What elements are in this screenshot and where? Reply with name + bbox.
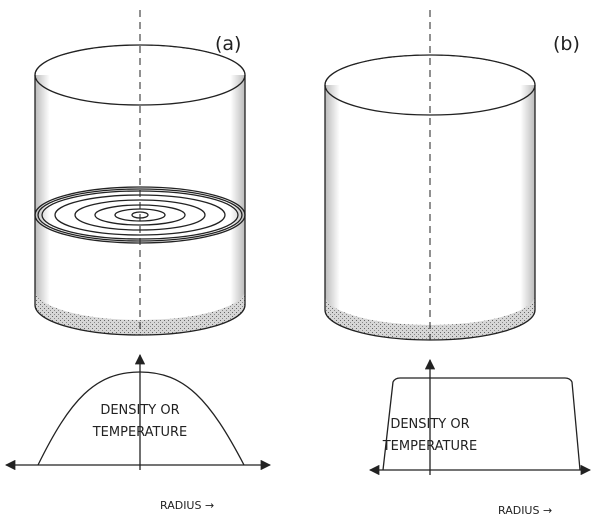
axis-label: RADIUS → — [498, 504, 552, 517]
panel-label: (a) — [215, 33, 241, 55]
panel-a: (a) DENSITY OR TEMPERATURE RADIUS → — [6, 10, 270, 512]
axis-label: RADIUS → — [160, 499, 214, 512]
profile-curve — [38, 372, 244, 465]
profile-label: TEMPERATURE — [382, 439, 478, 454]
panel-label: (b) — [553, 33, 580, 55]
diagram: (a) DENSITY OR TEMPERATURE RADIUS → (b) … — [0, 0, 594, 520]
profile-label: TEMPERATURE — [92, 425, 188, 440]
profile-label: DENSITY OR — [100, 403, 179, 418]
panel-b: (b) DENSITY OR TEMPERATURE RADIUS → — [325, 10, 590, 517]
profile-label: DENSITY OR — [390, 417, 469, 432]
